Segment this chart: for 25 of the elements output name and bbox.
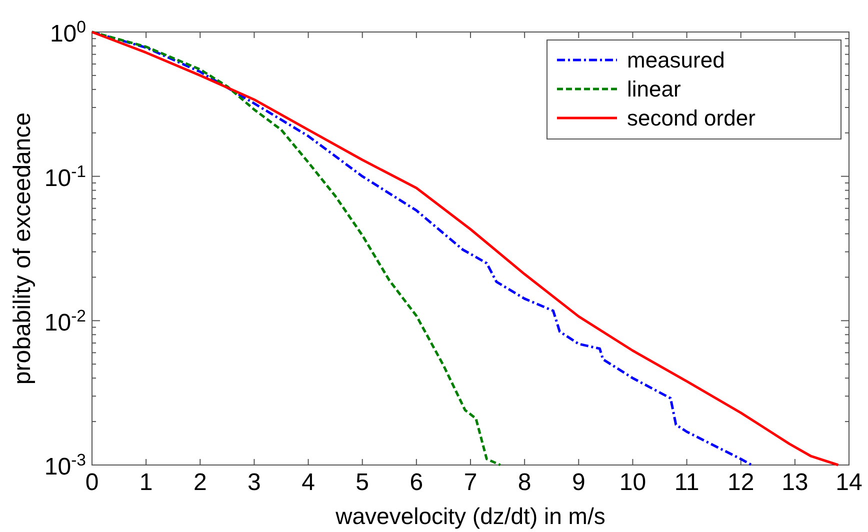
x-tick-label: 4 [302,469,315,496]
x-tick-label: 5 [356,469,370,496]
x-tick-label: 3 [248,469,261,496]
x-tick-label: 8 [518,469,532,496]
legend-label: measured [627,48,725,73]
x-tick-label: 7 [464,469,478,496]
x-tick-label: 14 [836,469,862,496]
x-tick-label: 9 [572,469,586,496]
legend-label: linear [627,76,681,102]
x-tick-label: 12 [728,469,754,496]
x-tick-label: 13 [782,469,808,496]
y-tick-label: 10$^{-2}$ [44,306,86,336]
legend-label: second order [627,106,756,131]
x-tick-label: 0 [85,469,99,496]
x-tick-label: 6 [410,469,424,496]
x-axis-title: wavevelocity (dz/dt) in m/s [334,503,606,529]
y-axis-title: probability of exceedance [9,112,36,385]
y-tick-label: 10$^{-3}$ [44,450,86,481]
y-tick-label: 10$^{0}$ [50,17,86,48]
x-tick-label: 10 [619,469,646,496]
line-series [90,30,502,466]
x-tick-label: 11 [674,469,700,496]
y-tick-label: 10$^{-1}$ [44,161,86,192]
x-tick-label: 2 [193,469,207,496]
x-tick-label: 1 [139,469,153,496]
